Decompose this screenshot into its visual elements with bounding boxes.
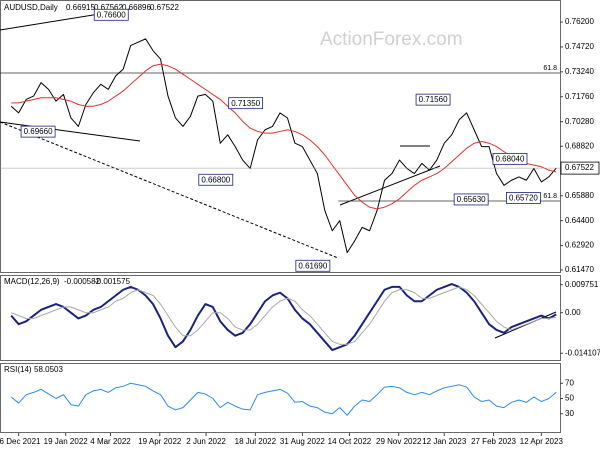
price-label: 0.66800	[201, 175, 230, 184]
last-price-box	[560, 161, 600, 175]
rsi-title: RSI(14)	[4, 365, 32, 374]
x-tick-label: 6 Dec 2021	[0, 437, 41, 446]
price-label: 0.71350	[231, 99, 260, 108]
price-label: 0.65630	[457, 195, 486, 204]
y-tick-label: 0.76200	[565, 17, 594, 26]
x-tick-label: 29 Nov 2022	[376, 437, 422, 446]
x-tick-label: 2 Jun 2022	[186, 437, 226, 446]
trend-line	[0, 121, 141, 142]
open-value: 0.66915	[66, 3, 95, 12]
series-line	[10, 283, 557, 352]
macd-value: -0.000582	[64, 277, 101, 286]
fib-level-label: 61.8	[543, 193, 557, 200]
price-label: 0.65720	[509, 194, 538, 203]
y-tick-label: 0.74720	[565, 42, 594, 51]
price-label-box	[506, 192, 541, 204]
y-tick-label: 0.62920	[565, 241, 594, 250]
x-tick-label: 19 Apr 2022	[138, 437, 182, 446]
y-tick-label: 0.68820	[565, 141, 594, 150]
price-label-box	[415, 93, 451, 106]
y-tick-label: 0.71760	[565, 92, 594, 101]
x-tick-label: 12 Apr 2023	[520, 437, 564, 446]
y-tick-label: 70	[565, 378, 574, 387]
fib-level-label: 61.8	[543, 65, 557, 72]
x-tick-label: 31 Aug 2022	[280, 437, 325, 446]
y-tick-label: -0.014107	[565, 348, 600, 357]
price-label: 0.76600	[97, 10, 126, 19]
price-label: 0.69660	[24, 127, 53, 136]
y-tick-label: 0.64400	[565, 216, 594, 225]
series-line	[11, 286, 557, 345]
y-tick-label: 30	[565, 409, 574, 418]
price-label: 0.68040	[496, 154, 525, 163]
price-label-box	[198, 173, 234, 186]
price-panel	[0, 0, 561, 273]
x-tick-label: 27 Feb 2023	[471, 437, 516, 446]
series-line	[11, 63, 557, 210]
x-tick-label: 18 Jul 2022	[235, 437, 277, 446]
price-label-box	[93, 8, 129, 21]
series-line	[10, 38, 557, 254]
symbol-title: AUDUSD,Daily	[4, 3, 58, 12]
x-tick-label: 14 Oct 2022	[328, 437, 372, 446]
price-label: 0.61690	[298, 261, 327, 270]
price-label-box	[492, 152, 528, 165]
macd-panel	[0, 275, 561, 361]
y-tick-label: 0.65880	[565, 191, 594, 200]
y-tick-label: 0.61470	[565, 265, 594, 274]
trend-line	[0, 121, 339, 259]
price-label-box	[295, 259, 331, 272]
trend-line	[339, 165, 441, 206]
price-label-box	[453, 193, 489, 206]
close-value: 0.67522	[150, 3, 179, 12]
series-line	[10, 382, 557, 416]
signal-value: -0.001575	[94, 277, 131, 286]
watermark: ActionForex.com	[320, 29, 463, 50]
y-tick-label: 0.00	[565, 308, 581, 317]
last-price-label: 0.67522	[565, 163, 594, 172]
x-tick-label: 4 Mar 2022	[90, 437, 131, 446]
y-tick-label: 0.009751	[565, 280, 599, 289]
x-tick-label: 12 Jan 2023	[422, 437, 467, 446]
rsi-value: 58.0503	[34, 365, 63, 374]
y-tick-label: 50	[565, 394, 574, 403]
price-label-box	[228, 97, 264, 110]
low-value: 0.66896	[122, 3, 151, 12]
x-tick-label: 19 Jan 2022	[44, 437, 89, 446]
macd-title: MACD(12,26,9)	[4, 277, 60, 286]
price-label-box	[20, 125, 56, 138]
price-label: 0.71560	[419, 95, 448, 104]
y-tick-label: 0.73240	[565, 67, 594, 76]
y-tick-label: 0.70280	[565, 117, 594, 126]
high-value: 0.67562	[94, 3, 123, 12]
